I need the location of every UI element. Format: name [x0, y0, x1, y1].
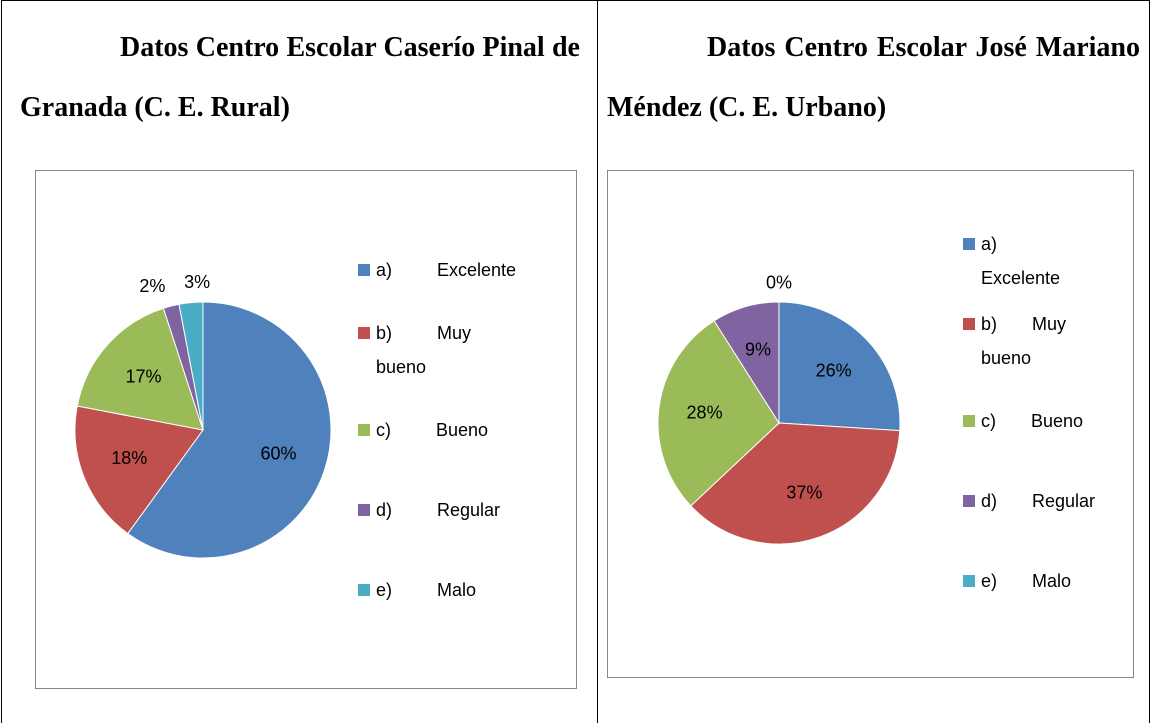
data-label: 3% [184, 272, 210, 292]
data-label: 28% [687, 402, 723, 422]
legend-item: d) Regular [358, 470, 558, 550]
legend-entry: c) Bueno [358, 413, 488, 447]
data-label: 0% [766, 273, 792, 293]
data-label: 60% [260, 443, 296, 463]
legend-entry: d) Regular [963, 484, 1095, 518]
chart-frame [607, 170, 1134, 678]
pie-slice [690, 422, 901, 545]
legend-entry: d) Regular [358, 493, 500, 527]
legend-item: a) Excelente [358, 230, 558, 310]
heading: Datos Centro Escolar Caserío Pinal de Gr… [20, 32, 580, 123]
legend-swatch [963, 575, 975, 587]
legend-entry: a) Excelente [963, 227, 1106, 295]
legend-label: a) Excelente [981, 234, 1061, 288]
legend-swatch [358, 504, 370, 516]
legend-swatch [358, 424, 370, 436]
legend-label: c) Bueno [981, 411, 1084, 431]
pie-slice [657, 320, 780, 507]
pie-slice [76, 307, 204, 431]
legend-label: b) Muy bueno [376, 323, 472, 377]
legend-swatch [963, 415, 975, 427]
legend-swatch [358, 584, 370, 596]
legend-item: b) Muy bueno [963, 301, 1106, 381]
legend-entry: e) Malo [963, 564, 1071, 598]
legend-label: e) Malo [981, 571, 1072, 591]
data-label: 26% [816, 360, 852, 380]
legend-entry: b) Muy bueno [963, 307, 1106, 375]
data-label: 18% [111, 448, 147, 468]
legend-swatch [963, 238, 975, 250]
legend-swatch [963, 495, 975, 507]
legend-item: d) Regular [963, 461, 1106, 541]
legend-entry: b) Muy bueno [358, 316, 558, 384]
pie-slice [778, 301, 901, 432]
legend-item: a) Excelente [963, 221, 1106, 301]
pie-slice [178, 301, 204, 431]
legend-item: e) Malo [963, 541, 1106, 621]
legend-swatch [358, 264, 370, 276]
legend-item: c) Bueno [963, 381, 1106, 461]
legend-label: a) Excelente [376, 260, 517, 280]
legend: a) Excelente b) Muy bueno c) Bueno d) Regul… [358, 230, 558, 630]
legend-item: b) Muy bueno [358, 310, 558, 390]
data-label: 37% [786, 482, 822, 502]
legend-entry: c) Bueno [963, 404, 1083, 438]
legend-entry: e) Malo [358, 573, 476, 607]
legend-item: e) Malo [358, 550, 558, 630]
legend-label: b) Muy bueno [981, 314, 1067, 368]
data-label: 9% [745, 340, 771, 360]
legend-swatch [358, 327, 370, 339]
legend-label: c) Bueno [376, 420, 489, 440]
legend-label: d) Regular [376, 500, 501, 520]
legend-entry: a) Excelente [358, 253, 516, 287]
pie-slice [127, 301, 332, 559]
chart-frame [35, 170, 577, 689]
legend-item: c) Bueno [358, 390, 558, 470]
legend: a) Excelente b) Muy bueno c) Bueno d) Regul… [963, 221, 1106, 621]
data-label: 17% [125, 366, 161, 386]
legend-label: e) Malo [376, 580, 477, 600]
legend-swatch [963, 318, 975, 330]
pie-slice [74, 405, 204, 535]
data-label: 2% [139, 276, 165, 296]
heading: Datos Centro Escolar José Mariano Méndez… [607, 32, 1140, 123]
legend-label: d) Regular [981, 491, 1096, 511]
